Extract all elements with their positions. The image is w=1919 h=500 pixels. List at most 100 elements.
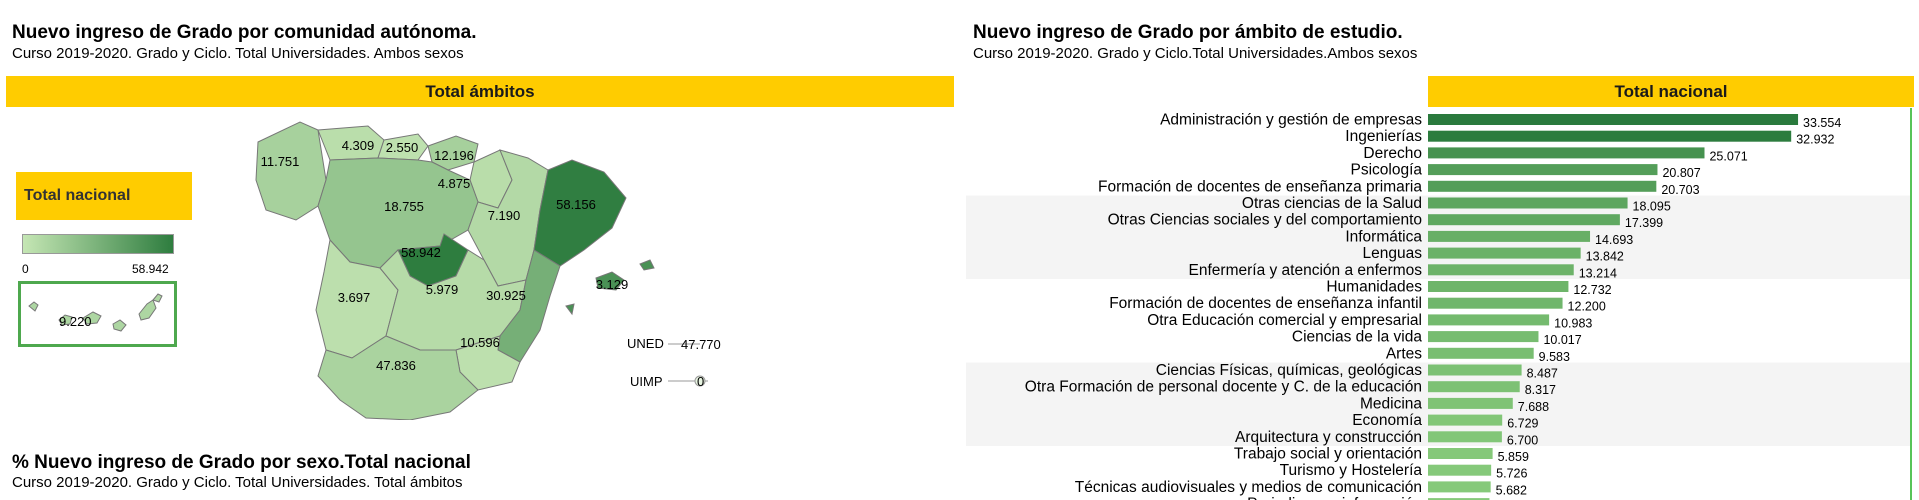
legend-min-label: 0 [22,262,29,276]
label-andalucia: 47.836 [376,358,416,373]
label-cantabria: 2.550 [386,140,419,155]
canarias-island-5 [138,299,157,321]
bar-16 [1428,381,1520,393]
category-label-19: Arquitectura y construcción [1235,429,1422,446]
region-galicia [255,121,327,221]
canarias-island-2 [58,314,73,326]
region-cataluna [533,159,627,267]
value-label-4: 20.703 [1661,183,1699,197]
category-label-10: Humanidades [1326,279,1422,296]
canarias-island-6 [152,293,163,303]
value-label-3: 20.807 [1662,166,1700,180]
bar-title: Nuevo ingreso de Grado por ámbito de est… [973,22,1403,43]
legend-color-gradient [22,234,174,254]
map-title: Nuevo ingreso de Grado por comunidad aut… [12,22,477,43]
sex-subtitle: Curso 2019-2020. Grado y Ciclo. Total Un… [12,474,463,491]
bar-20 [1428,448,1493,459]
value-label-22: 5.682 [1496,483,1527,497]
category-label-0: Administración y gestión de empresas [1160,112,1422,129]
category-label-18: Economía [1352,412,1422,429]
uned-value: 47.770 [681,337,721,352]
bar-6 [1428,214,1620,226]
uimp-label: UIMP [630,374,663,389]
label-castilla-leon: 18.755 [384,199,424,214]
category-label-22: Técnicas audiovisuales y medios de comun… [1075,479,1422,496]
value-label-6: 17.399 [1625,216,1663,230]
bar-5 [1428,197,1628,209]
value-label-12: 10.983 [1554,316,1592,330]
bar-4 [1428,180,1657,192]
category-label-1: Ingenierías [1345,128,1422,145]
canarias-island-3 [82,311,102,325]
sex-title: % Nuevo ingreso de Grado por sexo.Total … [12,452,471,473]
bar-0 [1428,114,1799,125]
legend-title: Total nacional [16,172,192,220]
label-pais-vasco: 12.196 [434,148,474,163]
bar-23 [1428,498,1490,500]
label-c-valenciana: 30.925 [486,288,526,303]
region-andalucia [317,335,479,420]
value-label-21: 5.726 [1496,467,1527,481]
map-subtitle: Curso 2019-2020. Grado y Ciclo. Total Un… [12,45,464,62]
region-baleares [565,259,655,316]
bar-12 [1428,314,1550,326]
value-label-5: 18.095 [1633,200,1671,214]
value-label-20: 5.859 [1498,450,1529,464]
bar-15 [1428,364,1522,376]
value-label-18: 6.729 [1507,417,1538,431]
category-label-12: Otra Educación comercial y empresarial [1147,312,1422,329]
canarias-islands: 9.220 [28,293,163,332]
category-label-5: Otras ciencias de la Salud [1242,195,1422,212]
category-label-8: Lenguas [1363,245,1423,262]
value-label-13: 10.017 [1543,333,1581,347]
category-label-6: Otras Ciencias sociales y del comportami… [1108,212,1422,229]
value-label-11: 12.200 [1568,300,1606,314]
category-label-2: Derecho [1363,145,1422,162]
category-label-3: Psicología [1350,162,1422,179]
category-label-7: Informática [1345,228,1422,245]
bar-3 [1428,164,1658,176]
uimp-marker [694,375,706,387]
value-label-10: 12.732 [1573,283,1611,297]
label-murcia: 10.596 [460,335,500,350]
label-extremadura: 3.697 [338,290,371,305]
category-label-15: Ciencias Físicas, químicas, geológicas [1156,362,1422,379]
bar-subtitle: Curso 2019-2020. Grado y Ciclo.Total Uni… [973,45,1418,62]
bar-2 [1428,147,1705,159]
value-label-2: 25.071 [1709,149,1747,163]
bar-22 [1428,481,1491,493]
canarias-inset: 9.220 [18,281,177,347]
bar-17 [1428,397,1513,409]
value-label-17: 7.688 [1518,400,1549,414]
canarias-value: 9.220 [59,314,92,329]
category-label-17: Medicina [1360,395,1422,412]
bar-19 [1428,431,1502,443]
bar-1 [1428,130,1792,142]
bar-21 [1428,464,1492,476]
uimp-value: 0 [697,374,704,389]
value-label-9: 13.214 [1579,266,1617,280]
uned-label: UNED [627,336,664,351]
value-label-8: 13.842 [1586,250,1624,264]
category-label-14: Artes [1386,345,1422,362]
bar-9 [1428,264,1574,276]
bar-band-header: Total nacional [1428,76,1914,107]
value-label-19: 6.700 [1507,433,1538,447]
label-navarra: 4.875 [438,176,471,191]
value-label-1: 32.932 [1796,133,1834,147]
label-castilla-la-mancha: 5.979 [426,282,459,297]
map-band-header: Total ámbitos [6,76,954,107]
spain-choropleth-map: 11.751 4.309 2.550 12.196 4.875 18.755 7… [255,121,721,420]
region-c-valenciana [497,249,561,363]
bar-13 [1428,331,1539,343]
value-label-7: 14.693 [1595,233,1633,247]
label-galicia: 11.751 [261,154,300,169]
label-cataluna: 58.156 [556,197,596,212]
category-label-9: Enfermería y atención a enfermos [1189,262,1423,279]
label-aragon: 7.190 [488,208,521,223]
bar-18 [1428,414,1503,426]
category-label-16: Otra Formación de personal docente y C. … [1025,379,1422,396]
canarias-island-4 [112,319,127,332]
legend-max-label: 58.942 [132,262,169,276]
value-label-14: 9.583 [1539,350,1570,364]
